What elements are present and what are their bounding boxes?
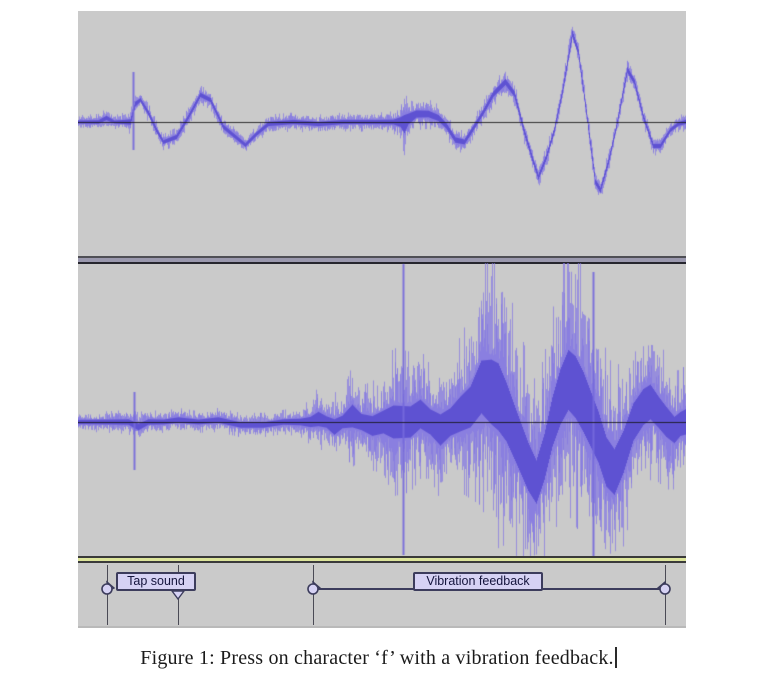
label-tap-sound-text: Tap sound: [127, 574, 185, 588]
label-vibration-feedback-text: Vibration feedback: [426, 574, 530, 588]
figure-caption-text: Figure 1: Press on character ‘f’ with a …: [140, 647, 614, 669]
label-start-handle[interactable]: [101, 583, 113, 595]
label-end-chevron[interactable]: [170, 590, 186, 601]
label-track-top-border: [78, 556, 686, 563]
label-track[interactable]: Tap sound Vibration feedback: [78, 563, 686, 626]
label-start-handle[interactable]: [307, 583, 319, 595]
label-end-handle[interactable]: [659, 583, 671, 595]
waveform-track-tap-sound[interactable]: [78, 11, 686, 256]
panel-bottom-edge: [78, 626, 686, 628]
text-cursor: [614, 647, 617, 668]
waveform-track-vibration[interactable]: [78, 263, 686, 556]
audacity-screenshot: Tap sound Vibration feedback: [78, 11, 686, 628]
label-tap-sound[interactable]: Tap sound: [116, 572, 196, 591]
label-vibration-feedback[interactable]: Vibration feedback: [413, 572, 543, 591]
figure-caption[interactable]: Figure 1: Press on character ‘f’ with a …: [0, 647, 757, 670]
